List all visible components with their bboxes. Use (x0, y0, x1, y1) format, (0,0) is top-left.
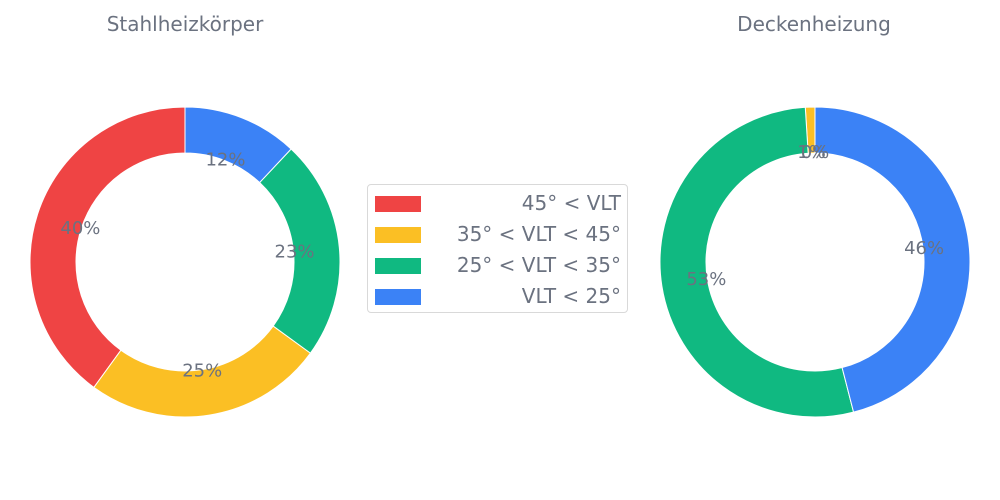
legend-item: VLT < 25° (375, 284, 621, 308)
legend-swatch (375, 258, 421, 274)
slice-percent-label: 53% (686, 269, 726, 290)
chart-title: Deckenheizung (737, 12, 891, 36)
legend-label: 25° < VLT < 35° (456, 253, 621, 277)
slice-percent-label: 0% (801, 142, 830, 163)
legend-swatch (375, 196, 421, 212)
legend-swatch (375, 289, 421, 305)
slice-percent-label: 40% (60, 218, 100, 239)
slice-percent-label: 46% (904, 238, 944, 259)
legend-item: 45° < VLT (375, 191, 621, 215)
donut-chart-deckenheizung: Deckenheizung 0%1% 53% 46% (659, 12, 971, 418)
donut-slice (29, 106, 186, 389)
legend: 45° < VLT 35° < VLT < 45° 25° < VLT < 35… (367, 184, 628, 313)
legend-item: 25° < VLT < 35° (375, 253, 621, 277)
slice-percent-label: 25% (182, 361, 222, 382)
legend-label: 35° < VLT < 45° (456, 222, 621, 246)
chart-title: Stahlheizkörper (107, 12, 264, 36)
donut-slice (814, 106, 971, 413)
legend-label: VLT < 25° (521, 284, 621, 308)
slice-percent-label: 1% (797, 142, 826, 163)
legend-swatch (375, 227, 421, 243)
legend-item: 35° < VLT < 45° (375, 222, 621, 246)
legend-label: 45° < VLT (521, 191, 621, 215)
slice-percent-label: 23% (275, 242, 315, 263)
donut-slice (184, 106, 292, 184)
donut-chart-stahlheizkoerper: Stahlheizkörper 40% 25% 23% 12% (29, 12, 341, 418)
donut-slice (659, 106, 855, 418)
slice-percent-label: 12% (205, 150, 245, 171)
